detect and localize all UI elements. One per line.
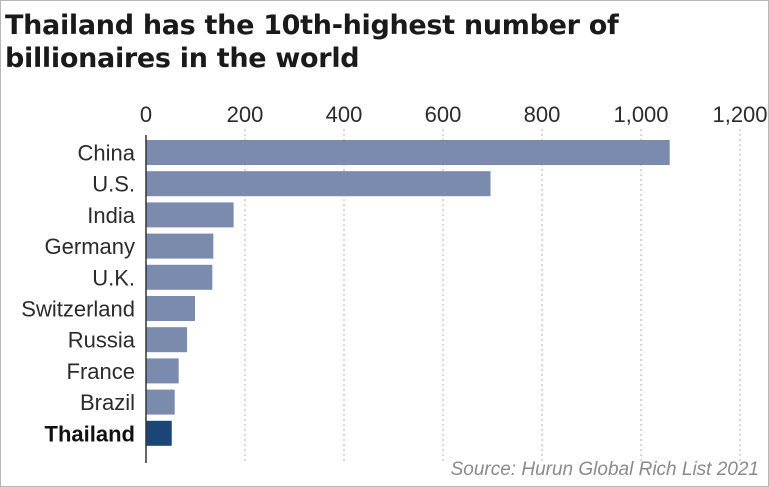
category-label: France: [67, 359, 135, 384]
category-label: U.K.: [92, 265, 135, 290]
x-axis-ticks: 0 200 400 600 800 1,000 1,200: [140, 102, 768, 127]
category-label: China: [78, 141, 136, 166]
bar-brazil: [146, 389, 175, 415]
bars: [146, 140, 670, 446]
chart-title: Thailand has the 10th-highest number of …: [5, 10, 619, 74]
bar-switzerland: [146, 296, 196, 321]
category-label: Brazil: [80, 390, 135, 415]
x-tick-label: 1,200: [712, 102, 767, 127]
x-tick-label: 800: [524, 102, 561, 127]
category-label: U.S.: [92, 172, 135, 197]
category-label: Thailand: [45, 421, 135, 446]
bar-france: [146, 358, 179, 384]
bar-u-k: [146, 264, 213, 290]
x-tick-label: 400: [326, 102, 363, 127]
source-note: Source: Hurun Global Rich List 2021: [451, 459, 759, 480]
category-label: Germany: [45, 234, 135, 259]
bar-india: [146, 202, 234, 228]
x-tick-label: 1,000: [613, 102, 668, 127]
category-label: India: [87, 203, 135, 228]
bar-russia: [146, 327, 188, 353]
x-tick-label: 0: [140, 102, 152, 127]
x-tick-label: 200: [227, 102, 264, 127]
bar-u-s: [146, 171, 491, 197]
category-label: Switzerland: [21, 297, 135, 322]
category-label: Russia: [68, 328, 136, 353]
bar-germany: [146, 233, 214, 259]
bar-thailand: [146, 420, 172, 446]
category-labels: China U.S. India Germany U.K. Switzerland Russ…: [21, 141, 135, 447]
x-tick-label: 600: [425, 102, 462, 127]
bar-china: [146, 140, 670, 165]
